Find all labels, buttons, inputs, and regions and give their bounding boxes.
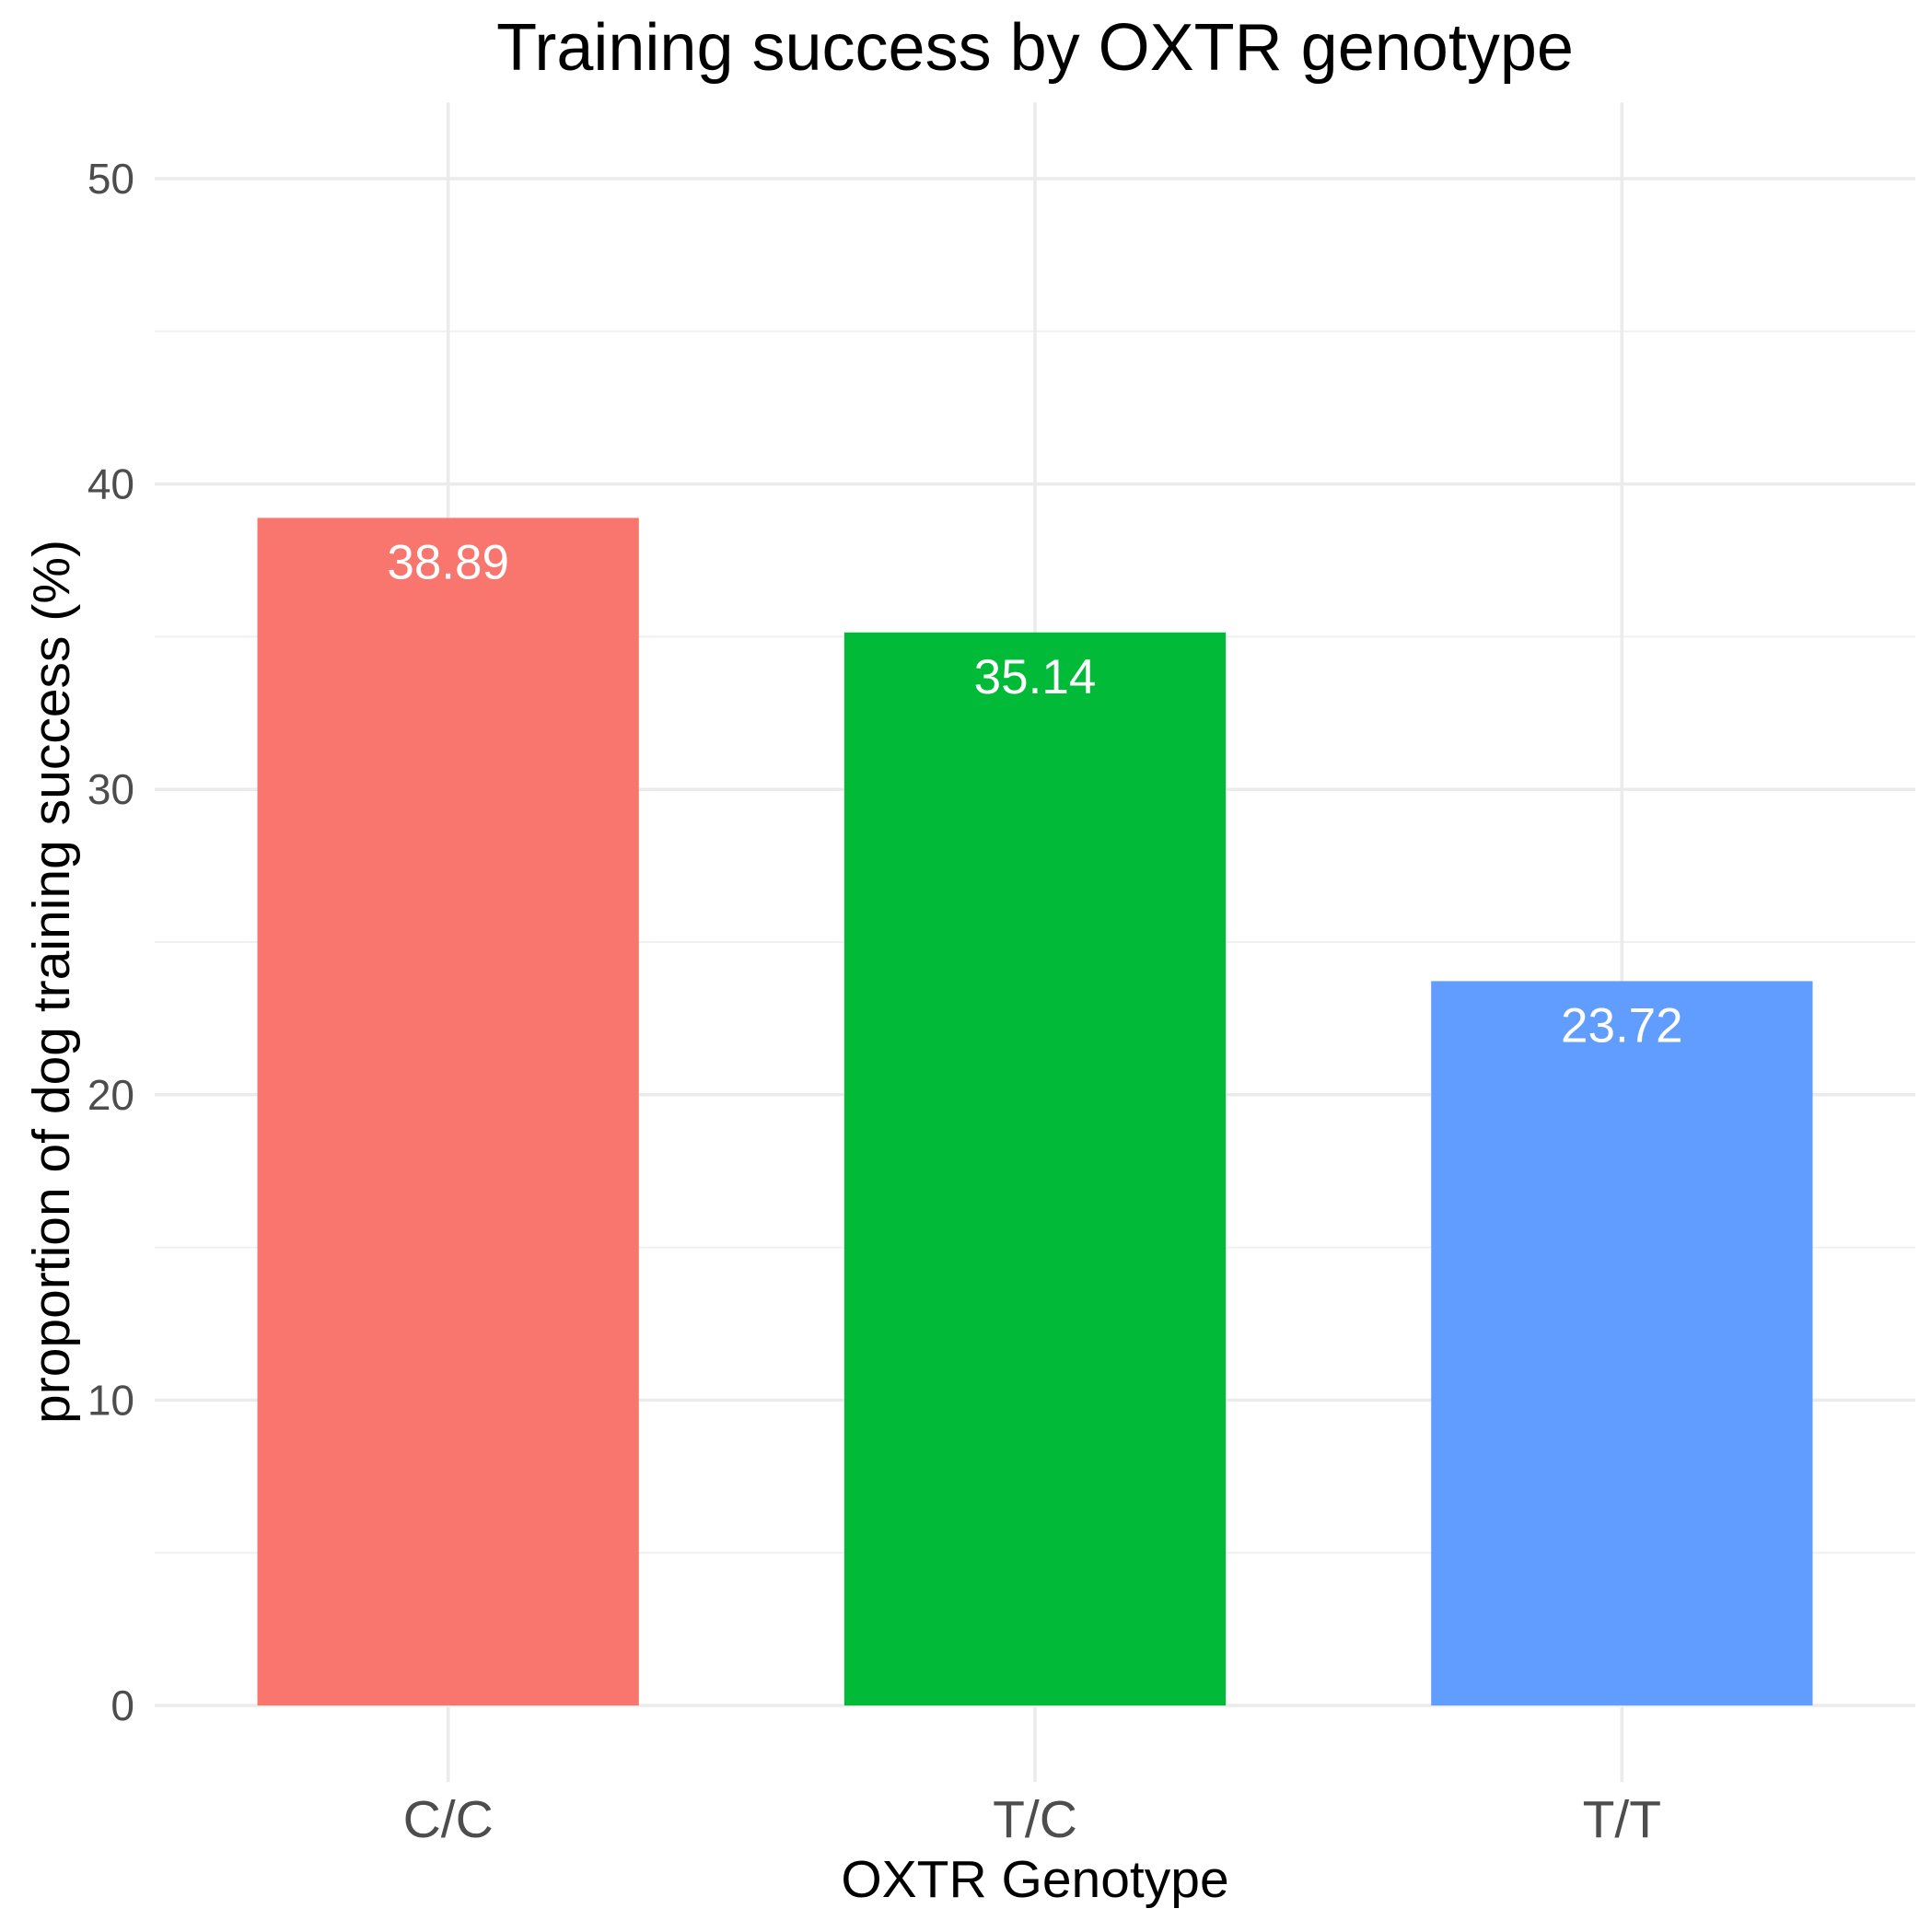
x-tick-label: C/C xyxy=(403,1790,494,1849)
y-tick-label: 0 xyxy=(111,1682,134,1729)
x-axis-title: OXTR Genotype xyxy=(841,1850,1228,1909)
x-tick-label: T/C xyxy=(993,1790,1077,1849)
bar-value-label: 23.72 xyxy=(1561,998,1683,1053)
y-tick-label: 40 xyxy=(87,460,134,508)
y-tick-label: 10 xyxy=(87,1376,134,1424)
bar-value-label: 38.89 xyxy=(387,535,509,589)
y-tick-label: 30 xyxy=(87,765,134,813)
bar-t-t xyxy=(1431,981,1813,1705)
chart-title: Training success by OXTR genotype xyxy=(496,11,1574,85)
x-axis-ticks: C/C T/C T/T xyxy=(403,1790,1661,1849)
bar-t-c xyxy=(843,632,1227,1706)
bars: 38.89 35.14 23.72 xyxy=(257,518,1813,1706)
y-axis-ticks: 0 10 20 30 40 50 xyxy=(87,155,134,1729)
y-tick-label: 50 xyxy=(87,155,134,203)
bar-value-label: 35.14 xyxy=(974,650,1097,704)
x-tick-label: T/T xyxy=(1583,1790,1661,1849)
y-axis-title: proportion of dog training success (%) xyxy=(22,540,81,1424)
bar-c-c xyxy=(257,518,639,1705)
y-tick-label: 20 xyxy=(87,1071,134,1119)
